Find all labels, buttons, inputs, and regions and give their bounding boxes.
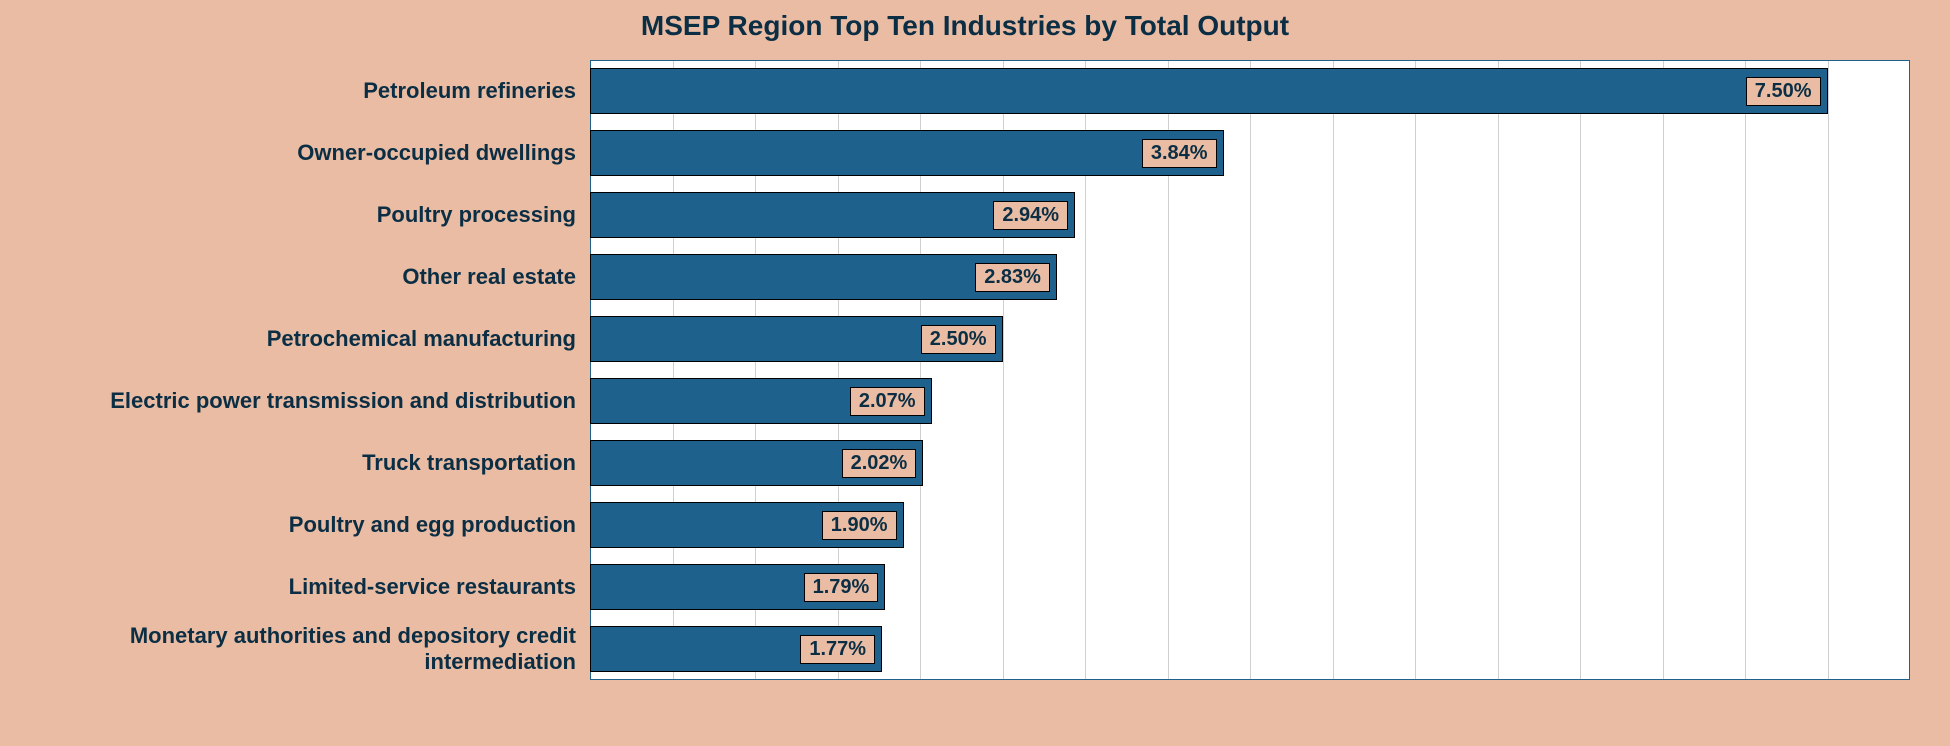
category-label: Petrochemical manufacturing (20, 326, 590, 352)
category-label: Petroleum refineries (20, 78, 590, 104)
bar: 2.94% (590, 192, 1075, 238)
category-label: Truck transportation (20, 450, 590, 476)
chart-container: MSEP Region Top Ten Industries by Total … (0, 0, 1950, 746)
bar: 2.02% (590, 440, 923, 486)
bar: 2.83% (590, 254, 1057, 300)
value-label: 7.50% (1746, 77, 1821, 106)
value-label: 1.79% (804, 573, 879, 602)
category-label: Monetary authorities and depository cred… (20, 623, 590, 675)
bar: 1.79% (590, 564, 885, 610)
chart-row: Electric power transmission and distribu… (20, 370, 1910, 432)
chart-row: Other real estate 2.83% (20, 246, 1910, 308)
category-label: Poultry and egg production (20, 512, 590, 538)
chart-title: MSEP Region Top Ten Industries by Total … (20, 10, 1910, 42)
bar: 7.50% (590, 68, 1828, 114)
value-label: 2.94% (993, 201, 1068, 230)
value-label: 1.90% (822, 511, 897, 540)
row-plot: 1.77% (590, 618, 1910, 680)
bar: 1.90% (590, 502, 904, 548)
row-plot: 2.50% (590, 308, 1910, 370)
value-label: 1.77% (800, 635, 875, 664)
chart-row: Petroleum refineries 7.50% (20, 60, 1910, 122)
chart-row: Poultry and egg production 1.90% (20, 494, 1910, 556)
category-label: Electric power transmission and distribu… (20, 388, 590, 414)
row-plot: 2.07% (590, 370, 1910, 432)
chart-row: Truck transportation 2.02% (20, 432, 1910, 494)
row-plot: 3.84% (590, 122, 1910, 184)
bar: 2.50% (590, 316, 1003, 362)
row-plot: 2.94% (590, 184, 1910, 246)
chart-row: Limited-service restaurants 1.79% (20, 556, 1910, 618)
row-plot: 2.83% (590, 246, 1910, 308)
value-label: 2.07% (850, 387, 925, 416)
bar: 2.07% (590, 378, 932, 424)
category-label: Owner-occupied dwellings (20, 140, 590, 166)
chart-rows: Petroleum refineries 7.50% Owner-occupied … (20, 60, 1910, 680)
category-label: Other real estate (20, 264, 590, 290)
chart-row: Monetary authorities and depository cred… (20, 618, 1910, 680)
chart-row: Poultry processing 2.94% (20, 184, 1910, 246)
row-plot: 2.02% (590, 432, 1910, 494)
row-plot: 1.79% (590, 556, 1910, 618)
category-label: Limited-service restaurants (20, 574, 590, 600)
chart-row: Petrochemical manufacturing 2.50% (20, 308, 1910, 370)
value-label: 2.02% (842, 449, 917, 478)
chart-row: Owner-occupied dwellings 3.84% (20, 122, 1910, 184)
bar: 3.84% (590, 130, 1224, 176)
plot-area: Petroleum refineries 7.50% Owner-occupied … (20, 60, 1910, 680)
value-label: 2.83% (975, 263, 1050, 292)
value-label: 3.84% (1142, 139, 1217, 168)
category-label: Poultry processing (20, 202, 590, 228)
row-plot: 1.90% (590, 494, 1910, 556)
value-label: 2.50% (921, 325, 996, 354)
row-plot: 7.50% (590, 60, 1910, 122)
bar: 1.77% (590, 626, 882, 672)
